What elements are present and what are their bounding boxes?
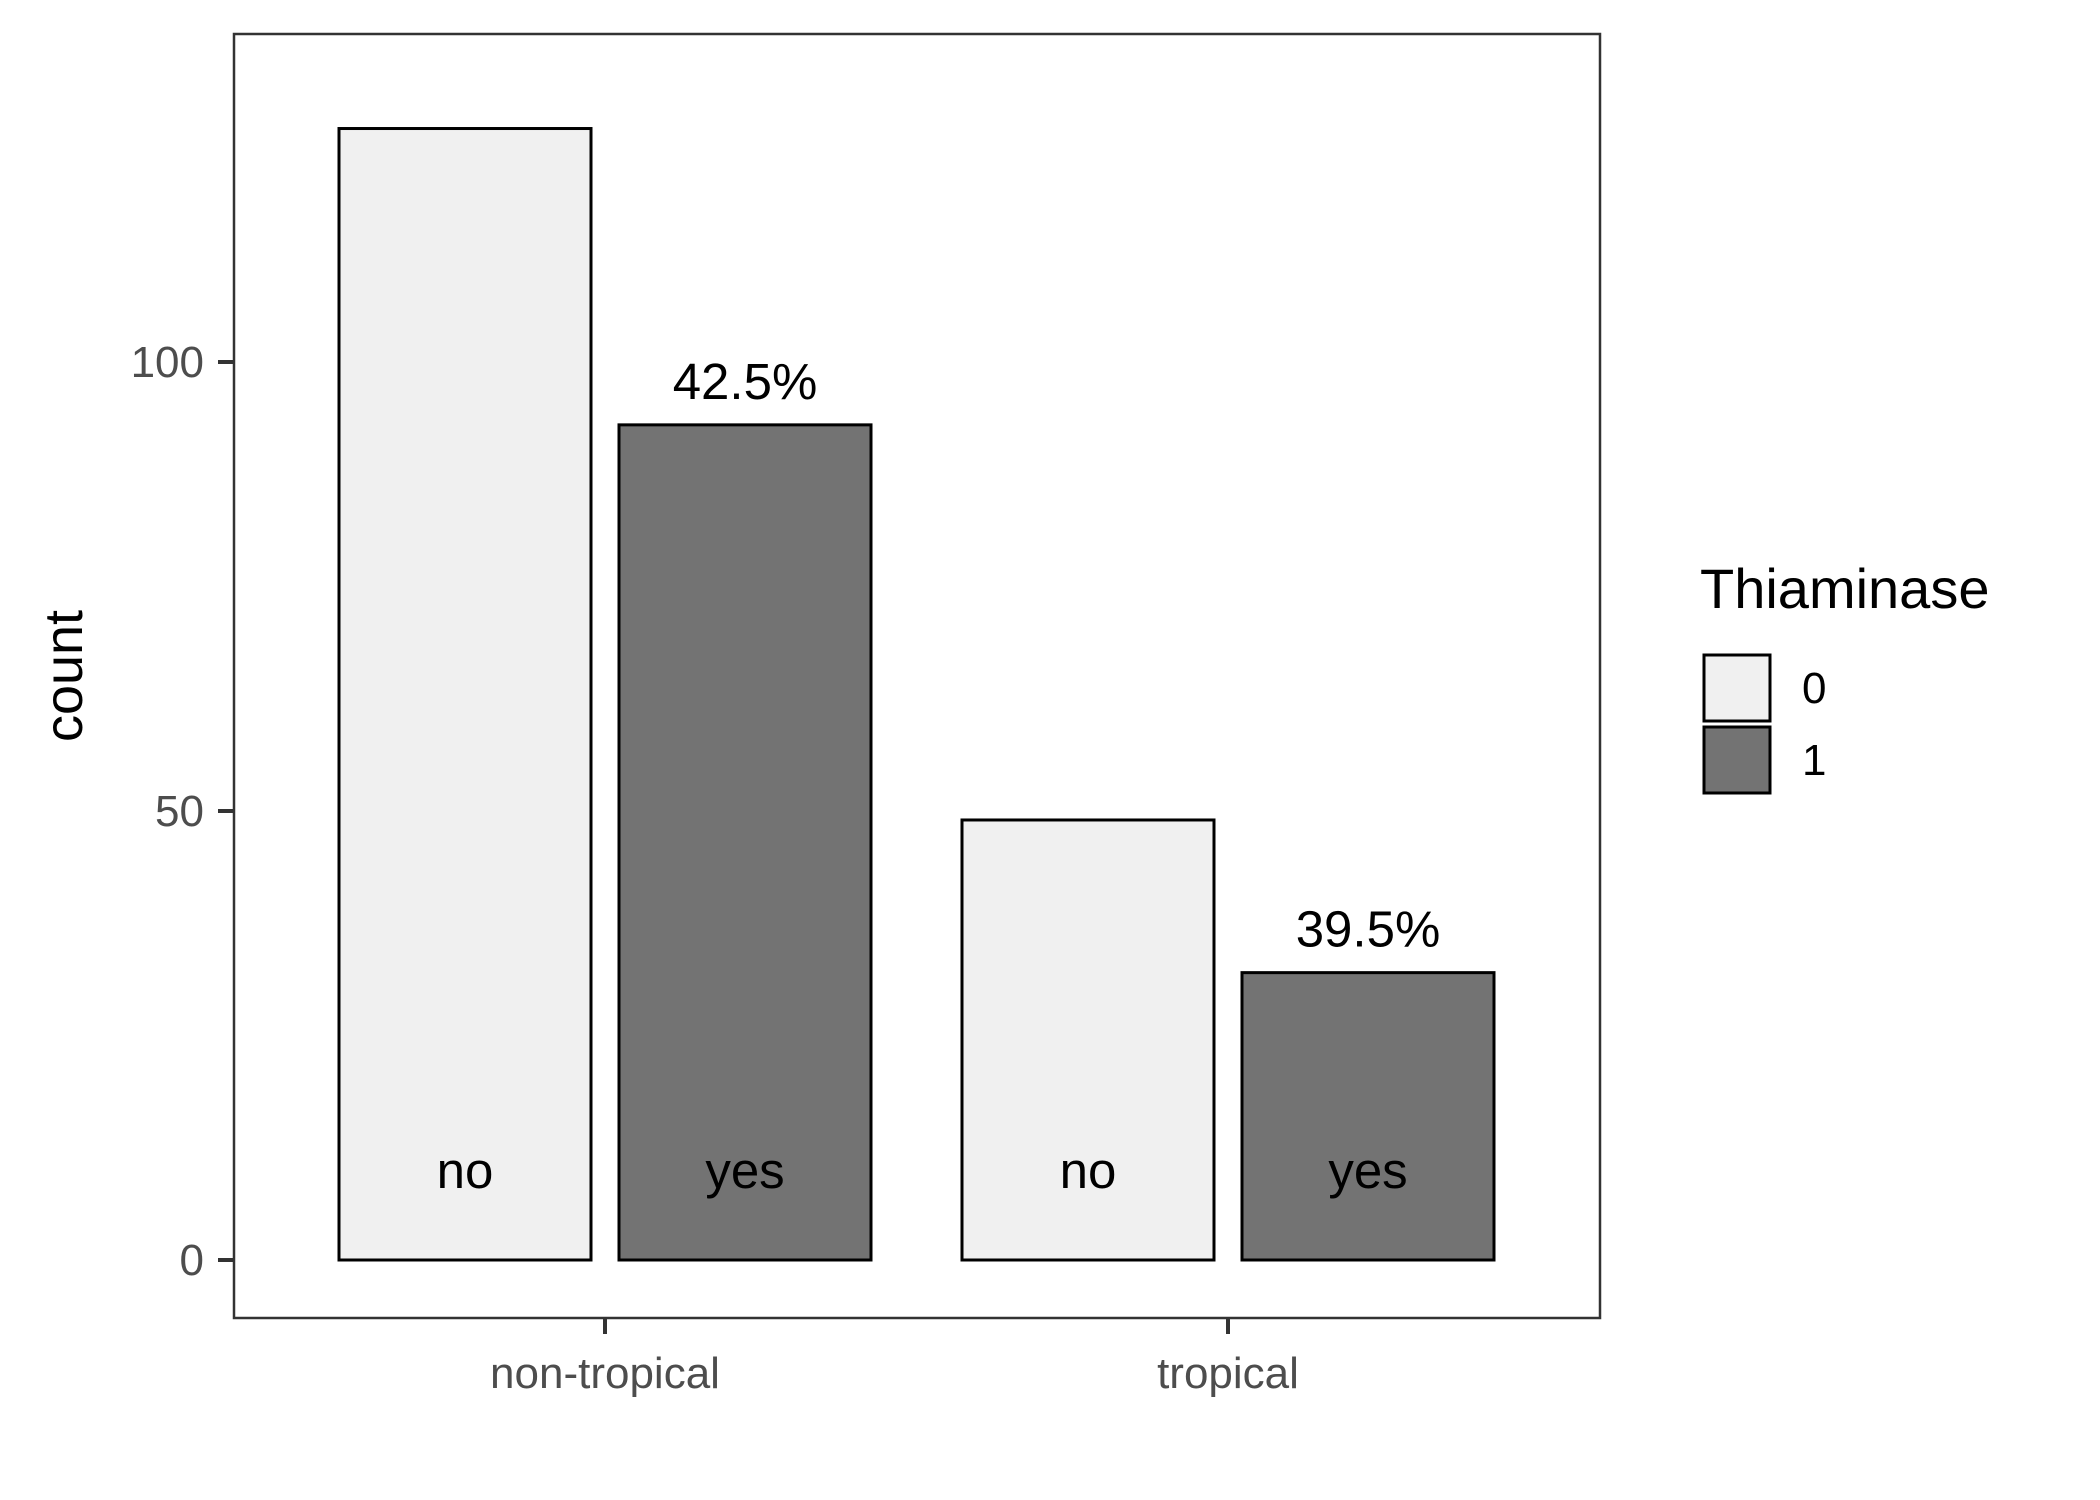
bar-inner-label: yes xyxy=(705,1142,784,1199)
y-tick-label: 0 xyxy=(180,1236,204,1285)
bar-inner-label: yes xyxy=(1328,1142,1407,1199)
bar-non-tropical-series-1 xyxy=(617,423,873,1262)
bar-percent-annotation: 39.5% xyxy=(1296,901,1441,958)
y-tick-label: 50 xyxy=(155,787,204,836)
legend-key-0 xyxy=(1702,653,1772,723)
legend-label-0: 0 xyxy=(1802,664,1826,713)
bar-tropical-series-1 xyxy=(1240,971,1496,1262)
bar-tropical-series-0 xyxy=(960,818,1216,1262)
y-axis-title: count xyxy=(34,610,94,742)
labels-layer: no yes 42.5% no yes 39.5% xyxy=(437,353,1441,1199)
y-tick-label: 100 xyxy=(131,338,204,387)
x-tick-label: tropical xyxy=(1157,1349,1299,1398)
bar-non-tropical-series-0 xyxy=(337,127,593,1262)
bar-percent-annotation: 42.5% xyxy=(673,353,818,410)
axes-layer: non-tropical tropical 0 50 100 xyxy=(131,338,1299,1398)
bar-inner-label: no xyxy=(1060,1142,1117,1199)
legend-key-1 xyxy=(1702,725,1772,795)
bars-layer xyxy=(337,127,1496,1262)
plot-panel-border xyxy=(232,32,1602,1320)
x-tick-label: non-tropical xyxy=(490,1349,720,1398)
bar-inner-label: no xyxy=(437,1142,494,1199)
legend-label-1: 1 xyxy=(1802,736,1826,785)
legend: Thiaminase 0 1 xyxy=(1700,557,1989,795)
legend-title: Thiaminase xyxy=(1700,557,1989,620)
